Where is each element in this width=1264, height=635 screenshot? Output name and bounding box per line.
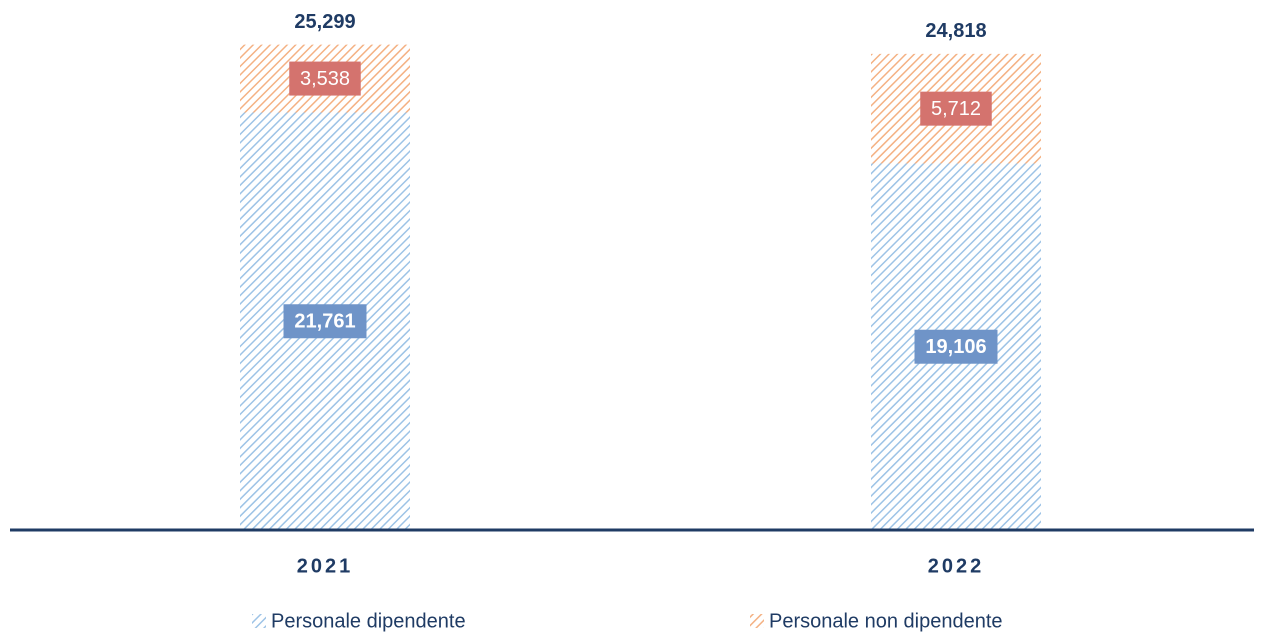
total-label: 25,299: [294, 11, 355, 33]
data-label: 5,712: [931, 98, 981, 120]
data-label-box: [920, 91, 992, 126]
data-label: 21,761: [294, 311, 355, 333]
data-label-box: [289, 61, 361, 96]
data-label: 3,538: [300, 68, 350, 90]
data-label: 19,106: [925, 336, 986, 358]
legend-swatch: [750, 614, 764, 628]
legend-label: Personale non dipendente: [769, 610, 1003, 632]
total-label: 24,818: [925, 20, 986, 42]
legend-swatch: [252, 614, 266, 628]
data-label-box: [914, 329, 998, 364]
x-tick-label: 2021: [297, 555, 354, 577]
x-tick-label: 2022: [928, 555, 985, 577]
data-label-box: [283, 304, 367, 339]
legend-label: Personale dipendente: [271, 610, 466, 632]
